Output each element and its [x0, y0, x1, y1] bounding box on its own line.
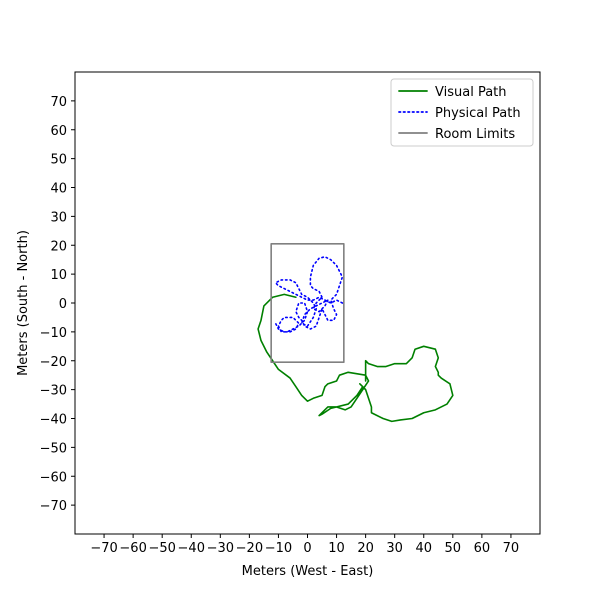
legend-box: [390, 78, 534, 147]
y-axis-label: Meters (South - North): [16, 230, 31, 376]
y-axis-ticks: −70 −60 −50 −40 −30 −20 −10 0 10 20 30 40 50 60 70: [40, 95, 75, 514]
y-tick-label: 0: [59, 297, 67, 312]
x-axis-label: Meters (West - East): [242, 564, 374, 579]
legend-label-visual-path: Visual Path: [435, 85, 507, 100]
legend-label-room-limits: Room Limits: [435, 127, 515, 142]
physical-path-line: [274, 256, 344, 333]
y-tick-label: −40: [40, 413, 67, 428]
x-tick-label: 60: [474, 541, 491, 556]
y-tick-label: −70: [40, 499, 67, 514]
y-tick-label: 10: [50, 268, 67, 283]
y-tick-label: −60: [40, 470, 67, 485]
x-tick-label: 0: [303, 541, 311, 556]
x-tick-label: −60: [119, 541, 146, 556]
x-tick-label: −10: [265, 541, 292, 556]
y-tick-label: −50: [40, 441, 67, 456]
visual-path-line: [257, 293, 454, 423]
y-tick-label: −10: [40, 326, 67, 341]
x-tick-label: 70: [503, 541, 520, 556]
room-limits-line: [270, 243, 345, 363]
y-tick-label: 20: [50, 239, 67, 254]
y-tick-label: 70: [50, 95, 67, 110]
x-tick-label: 40: [415, 541, 432, 556]
x-tick-label: −40: [178, 541, 205, 556]
y-tick-label: −30: [40, 384, 67, 399]
x-tick-label: 10: [328, 541, 345, 556]
y-tick-label: 30: [50, 210, 67, 225]
x-tick-label: 50: [445, 541, 462, 556]
y-tick-label: 60: [50, 124, 67, 139]
x-tick-label: 20: [357, 541, 374, 556]
x-tick-label: −30: [207, 541, 234, 556]
x-axis-ticks: −70 −60 −50 −40 −30 −20 −10 0 10 20 30 40 50 60 70: [90, 534, 519, 556]
legend: Visual Path Physical Path Room Limits: [390, 78, 534, 147]
x-tick-label: −20: [236, 541, 263, 556]
x-tick-label: −70: [90, 541, 117, 556]
y-tick-label: −20: [40, 355, 67, 370]
x-tick-label: −50: [148, 541, 175, 556]
series-layer: [257, 243, 454, 423]
y-tick-label: 40: [50, 182, 67, 197]
legend-label-physical-path: Physical Path: [435, 106, 521, 121]
y-tick-label: 50: [50, 153, 67, 168]
x-tick-label: 30: [386, 541, 403, 556]
